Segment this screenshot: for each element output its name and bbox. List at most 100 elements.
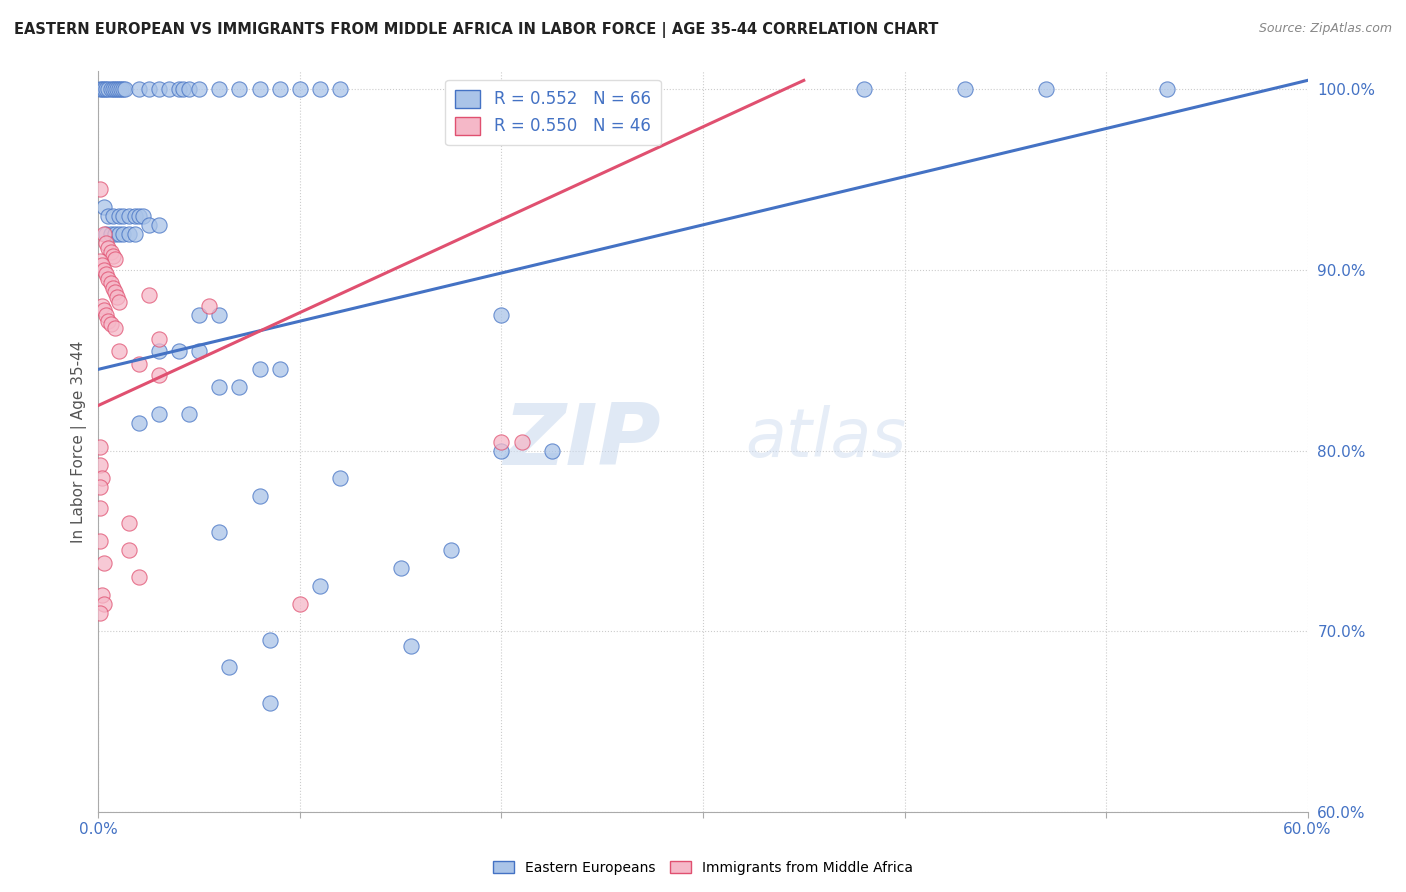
Point — [97, 313, 120, 327]
Point — [97, 209, 120, 223]
Point — [111, 82, 134, 96]
Point — [138, 218, 160, 232]
Point — [118, 516, 141, 530]
Point — [128, 417, 150, 431]
Point — [188, 82, 211, 96]
Point — [100, 82, 122, 96]
Point — [103, 285, 125, 299]
Point — [124, 209, 146, 223]
Text: atlas: atlas — [745, 405, 907, 471]
Point — [208, 308, 231, 322]
Point — [128, 570, 150, 584]
Point — [111, 209, 134, 223]
Point — [138, 288, 160, 302]
Point — [953, 82, 976, 96]
Point — [269, 362, 291, 376]
Point — [288, 597, 311, 611]
Point — [96, 82, 118, 96]
Point — [491, 434, 513, 449]
Point — [103, 82, 125, 96]
Point — [249, 489, 271, 503]
Point — [91, 258, 114, 272]
Point — [157, 82, 180, 96]
Point — [97, 272, 120, 286]
Point — [101, 281, 124, 295]
Point — [93, 263, 115, 277]
Point — [249, 82, 271, 96]
Point — [89, 501, 111, 516]
Point — [97, 82, 120, 96]
Point — [188, 344, 211, 359]
Point — [101, 209, 124, 223]
Point — [89, 533, 111, 548]
Text: EASTERN EUROPEAN VS IMMIGRANTS FROM MIDDLE AFRICA IN LABOR FORCE | AGE 35-44 COR: EASTERN EUROPEAN VS IMMIGRANTS FROM MIDD… — [14, 22, 938, 38]
Point — [148, 408, 170, 422]
Point — [179, 408, 201, 422]
Point — [101, 248, 124, 262]
Point — [103, 252, 125, 267]
Point — [103, 320, 125, 334]
Point — [91, 82, 114, 96]
Point — [93, 200, 115, 214]
Point — [132, 209, 155, 223]
Point — [269, 82, 291, 96]
Point — [288, 82, 311, 96]
Point — [208, 82, 231, 96]
Point — [510, 434, 533, 449]
Point — [89, 606, 111, 620]
Point — [107, 82, 129, 96]
Point — [329, 82, 352, 96]
Point — [93, 302, 115, 317]
Point — [218, 660, 240, 674]
Point — [105, 82, 128, 96]
Point — [138, 82, 160, 96]
Point — [249, 362, 271, 376]
Point — [118, 209, 141, 223]
Point — [89, 82, 111, 96]
Point — [491, 308, 513, 322]
Point — [107, 209, 129, 223]
Point — [440, 542, 463, 557]
Point — [96, 308, 118, 322]
Point — [93, 227, 115, 241]
Point — [148, 332, 170, 346]
Point — [148, 368, 170, 382]
Point — [93, 82, 115, 96]
Point — [100, 276, 122, 290]
Point — [128, 209, 150, 223]
Point — [96, 235, 118, 250]
Point — [91, 299, 114, 313]
Point — [179, 82, 201, 96]
Point — [128, 357, 150, 371]
Legend: Eastern Europeans, Immigrants from Middle Africa: Eastern Europeans, Immigrants from Middl… — [488, 855, 918, 880]
Point — [118, 227, 141, 241]
Point — [105, 290, 128, 304]
Point — [111, 227, 134, 241]
Point — [100, 244, 122, 259]
Point — [128, 82, 150, 96]
Point — [208, 380, 231, 394]
Point — [118, 542, 141, 557]
Point — [89, 458, 111, 472]
Point — [853, 82, 876, 96]
Point — [228, 380, 250, 394]
Point — [89, 480, 111, 494]
Point — [540, 443, 562, 458]
Point — [309, 82, 332, 96]
Point — [148, 344, 170, 359]
Point — [491, 443, 513, 458]
Point — [198, 299, 221, 313]
Point — [93, 597, 115, 611]
Point — [110, 82, 132, 96]
Point — [96, 267, 118, 281]
Point — [148, 218, 170, 232]
Point — [148, 82, 170, 96]
Text: Source: ZipAtlas.com: Source: ZipAtlas.com — [1258, 22, 1392, 36]
Point — [172, 82, 194, 96]
Point — [97, 241, 120, 255]
Point — [107, 295, 129, 310]
Point — [107, 227, 129, 241]
Point — [124, 227, 146, 241]
Point — [96, 227, 118, 241]
Point — [259, 697, 281, 711]
